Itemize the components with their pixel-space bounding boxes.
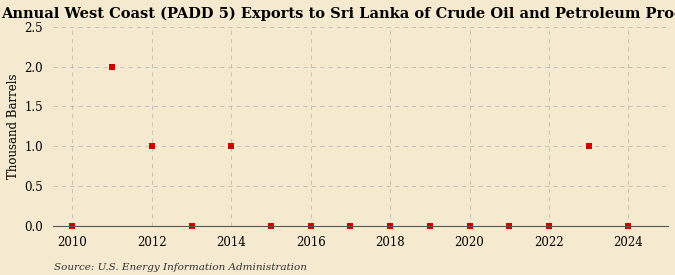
Title: Annual West Coast (PADD 5) Exports to Sri Lanka of Crude Oil and Petroleum Produ: Annual West Coast (PADD 5) Exports to Sr… <box>1 7 675 21</box>
Y-axis label: Thousand Barrels: Thousand Barrels <box>7 74 20 179</box>
Text: Source: U.S. Energy Information Administration: Source: U.S. Energy Information Administ… <box>54 263 307 272</box>
